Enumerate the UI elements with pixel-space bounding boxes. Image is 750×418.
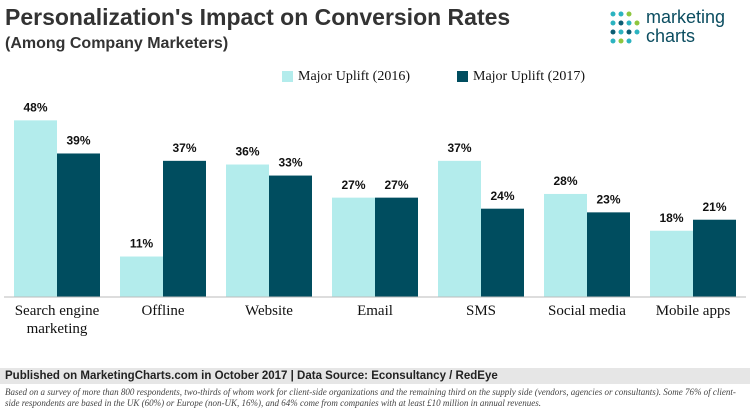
bar <box>544 193 587 297</box>
logo-text: marketing <box>646 7 725 27</box>
bar <box>120 256 163 297</box>
x-tick-label: Social media <box>548 303 626 319</box>
x-tick-label: Email <box>357 303 393 319</box>
x-tick-label: Offline <box>141 303 185 319</box>
data-label: 28% <box>553 174 577 188</box>
bar <box>650 230 693 297</box>
data-label: 27% <box>384 178 408 192</box>
logo-dots <box>610 11 640 44</box>
chart-subtitle: (Among Company Marketers) <box>5 35 228 52</box>
bar <box>375 197 418 297</box>
bar <box>693 219 736 297</box>
data-label: 23% <box>596 193 620 207</box>
data-label: 24% <box>490 189 514 203</box>
bar <box>226 164 269 297</box>
data-label: 33% <box>278 156 302 170</box>
legend-label: Major Uplift (2016) <box>298 69 410 84</box>
source: Published on MarketingCharts.com in Octo… <box>0 368 750 384</box>
logo-text: charts <box>646 26 695 46</box>
bar <box>332 197 375 297</box>
data-label: 18% <box>659 211 683 225</box>
data-label: 36% <box>235 145 259 159</box>
note: Based on a survey of more than 800 respo… <box>5 387 736 408</box>
legend-swatch <box>457 71 468 82</box>
legend-label: Major Uplift (2017) <box>473 69 585 84</box>
bar <box>481 208 524 297</box>
x-tick-label: Website <box>245 303 293 319</box>
x-tick-label: Search engine marketing <box>14 303 100 337</box>
bar <box>438 160 481 297</box>
bar <box>14 120 57 297</box>
data-label: 11% <box>130 237 154 251</box>
legend-swatch <box>282 71 293 82</box>
data-label: 27% <box>341 178 365 192</box>
data-label: 39% <box>66 134 90 148</box>
x-tick-label: SMS <box>465 303 497 319</box>
bar <box>587 212 630 297</box>
data-label: 48% <box>23 101 47 115</box>
chart-title: Personalization's Impact on Conversion R… <box>5 4 510 30</box>
bar <box>57 153 100 297</box>
data-label: 21% <box>702 200 726 214</box>
bar <box>269 175 312 297</box>
data-label: 37% <box>172 141 196 155</box>
bar <box>163 160 206 297</box>
x-tick-label: Mobile apps <box>655 303 731 319</box>
data-label: 37% <box>447 141 471 155</box>
